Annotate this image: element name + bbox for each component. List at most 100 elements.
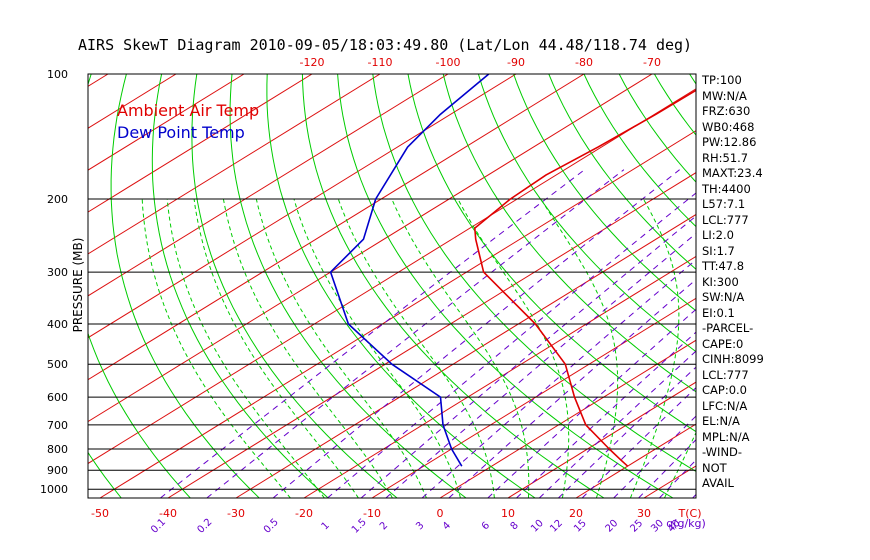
stat-line: MAXT:23.4	[702, 166, 763, 180]
y-axis-label: PRESSURE (MB)	[71, 238, 85, 333]
mixing-ratio-line	[581, 387, 696, 498]
isotherm-line	[439, 339, 696, 498]
chart-title: AIRS SkewT Diagram 2010-09-05/18:03:49.8…	[78, 36, 693, 54]
isotherm-line	[88, 74, 109, 87]
ambient-temp-line	[474, 89, 696, 467]
dry-adiabat-line	[407, 74, 696, 433]
mixing-ratio-line	[360, 215, 696, 498]
stat-line: FRZ:630	[702, 104, 751, 118]
stat-line: KI:300	[702, 274, 739, 289]
bottom-temp-tick-label: 0	[437, 507, 444, 520]
mixing-ratio-label: 8	[509, 520, 521, 532]
profile-lines	[329, 74, 696, 467]
pressure-tick-label: 300	[47, 266, 68, 279]
moist-adiabat-line	[293, 198, 461, 498]
stat-line: MW:N/A	[702, 88, 747, 103]
mixing-ratio-line	[272, 169, 680, 498]
pressure-tick-label: 400	[47, 318, 68, 331]
mixing-ratio-line	[558, 366, 696, 498]
dry-adiabat-line	[151, 74, 329, 498]
dry-adiabat-line	[583, 74, 696, 228]
dry-adiabat-line	[372, 74, 696, 473]
dry-adiabat-line	[110, 74, 260, 498]
mixing-ratio-label: 1	[320, 520, 332, 532]
bottom-temp-tick-label: -20	[295, 507, 313, 520]
isotherm-line	[88, 74, 653, 423]
mixing-ratio-label: 20	[604, 518, 621, 535]
mixing-ratio-line	[421, 259, 696, 498]
moist-adiabat-line	[629, 198, 680, 498]
mixing-ratio-line	[538, 350, 696, 498]
dry-adiabat-line	[301, 74, 605, 498]
stat-line: SW:N/A	[702, 290, 745, 304]
moist-adiabat-line	[193, 198, 359, 498]
stat-line: -WIND-	[702, 445, 743, 459]
dry-adiabat-line	[618, 74, 696, 183]
bottom-temp-tick-label: 10	[501, 507, 515, 520]
moist-adiabat-line	[457, 198, 570, 498]
stat-line: PW:12.86	[702, 135, 757, 149]
stat-line: SI:1.7	[702, 243, 735, 258]
top-temp-tick-label: -120	[300, 56, 325, 69]
stat-line: -PARCEL-	[702, 321, 754, 335]
moist-adiabat-line	[141, 198, 291, 498]
moist-adiabat-line	[166, 198, 325, 498]
dry-adiabat-line	[229, 74, 467, 498]
mixing-ratio-label: 3	[414, 520, 426, 532]
isotherm-line	[167, 172, 696, 498]
isotherm-line	[88, 74, 585, 381]
dry-adiabat-line	[477, 74, 696, 353]
pressure-tick-label: 500	[47, 358, 68, 371]
stat-line: NOT	[702, 460, 727, 475]
mixing-ratio-line	[448, 278, 696, 498]
stat-line: EL:N/A	[702, 414, 740, 428]
mixing-ratio-line	[206, 169, 625, 498]
isotherm-line	[88, 74, 517, 339]
dew-point-line	[329, 74, 490, 467]
pressure-tick-label: 700	[47, 419, 68, 432]
moist-adiabat-line	[391, 198, 530, 498]
isotherm-line	[303, 255, 696, 498]
dry-adiabat-line	[337, 74, 674, 498]
top-temp-tick-label: -110	[368, 56, 393, 69]
mixing-ratio-label: 12	[548, 518, 565, 535]
pressure-tick-label: 100	[47, 68, 68, 81]
dry-adiabat-line	[866, 74, 870, 498]
mixing-ratio-label: 25	[628, 518, 645, 535]
plot-border	[87, 73, 697, 499]
pressure-tick-label: 600	[47, 391, 68, 404]
isotherm-line	[99, 130, 696, 498]
dry-adiabat-line	[548, 74, 696, 270]
mixing-ratio-label: 30	[649, 518, 666, 535]
moist-adiabat-line	[337, 198, 495, 498]
mixing-ratio-line	[613, 415, 696, 498]
isotherm-line	[371, 297, 696, 498]
mixing-ratio-line	[160, 169, 585, 498]
isotherm-line	[88, 74, 449, 297]
dry-adiabat-line	[191, 74, 398, 498]
pressure-tick-label: 200	[47, 193, 68, 206]
bottom-temp-tick-label: -30	[227, 507, 245, 520]
isotherm-line	[507, 381, 696, 498]
bottom-temp-tick-label: -40	[159, 507, 177, 520]
stat-line: EI:0.1	[702, 305, 735, 320]
isotherm-line	[88, 74, 381, 255]
mixing-ratio-label: 0.5	[262, 517, 281, 536]
temp-unit-label: T(C)	[678, 507, 702, 520]
legend-ambient-air-temp: Ambient Air Temp	[117, 101, 260, 120]
mixing-ratio-label: 4	[441, 520, 453, 532]
bottom-temp-tick-label: 30	[637, 507, 651, 520]
stat-line: LCL:777	[702, 212, 749, 227]
top-temp-tick-label: -80	[575, 56, 593, 69]
moist-adiabat-line	[255, 198, 427, 498]
isotherm-line	[0, 74, 40, 498]
mixing-ratio-label: 2	[378, 520, 390, 532]
isotherm-line	[235, 213, 696, 498]
isotherm-line	[88, 74, 245, 171]
stat-line: CAPE:0	[702, 336, 744, 351]
stat-line: L57:7.1	[702, 197, 746, 211]
stats-panel: TP:100 MW:N/A FRZ:630 WB0:468 PW:12.86 RH:51.…	[702, 73, 862, 492]
moist-adiabat-line	[540, 198, 619, 498]
stat-line: MPL:N/A	[702, 429, 750, 444]
